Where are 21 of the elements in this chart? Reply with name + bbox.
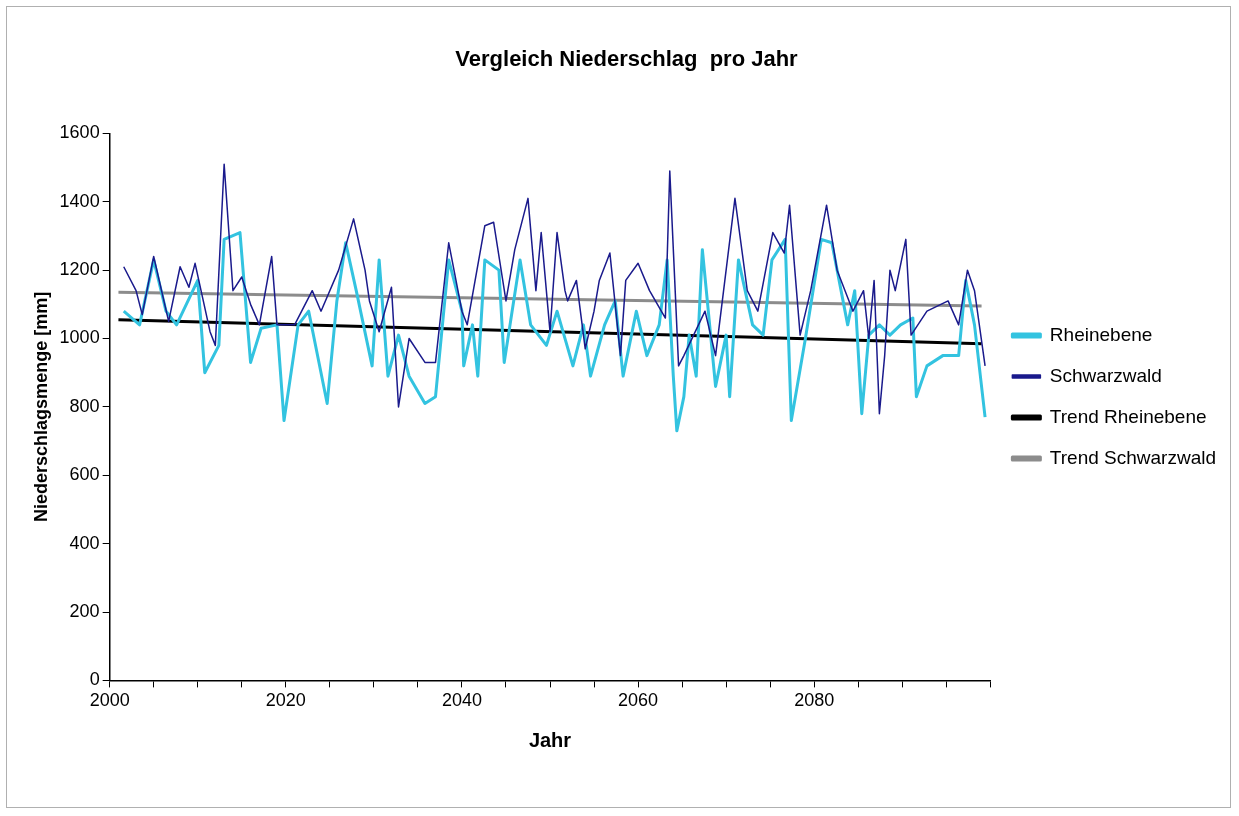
y-tick-label: 800 [69, 395, 100, 416]
legend-label: Trend Schwarzwald [1049, 446, 1216, 468]
y-tick-label: 400 [69, 532, 100, 553]
y-tick-label: 1400 [59, 190, 100, 211]
x-tick-label: 2000 [89, 690, 130, 711]
x-tick-label: 2040 [441, 690, 482, 711]
legend-label: Schwarzwald [1049, 364, 1162, 386]
y-tick-label: 600 [69, 464, 100, 485]
x-tick-label: 2020 [265, 690, 306, 711]
chart-title: Vergleich Niederschlag pro Jahr [455, 46, 799, 72]
legend-label: Rheinebene [1049, 323, 1153, 345]
y-tick-label: 1200 [59, 259, 100, 280]
y-axis-title: Niederschlagsmenge [mm] [30, 291, 51, 522]
x-tick-label: 2080 [794, 690, 835, 711]
legend-label: Trend Rheinebene [1049, 405, 1207, 427]
y-tick-label: 0 [89, 669, 100, 690]
y-tick-label: 200 [69, 600, 100, 621]
y-tick-label: 1600 [59, 122, 100, 143]
x-tick-label: 2060 [618, 690, 659, 711]
x-axis-title: Jahr [528, 728, 572, 751]
y-tick-label: 1000 [59, 327, 100, 348]
